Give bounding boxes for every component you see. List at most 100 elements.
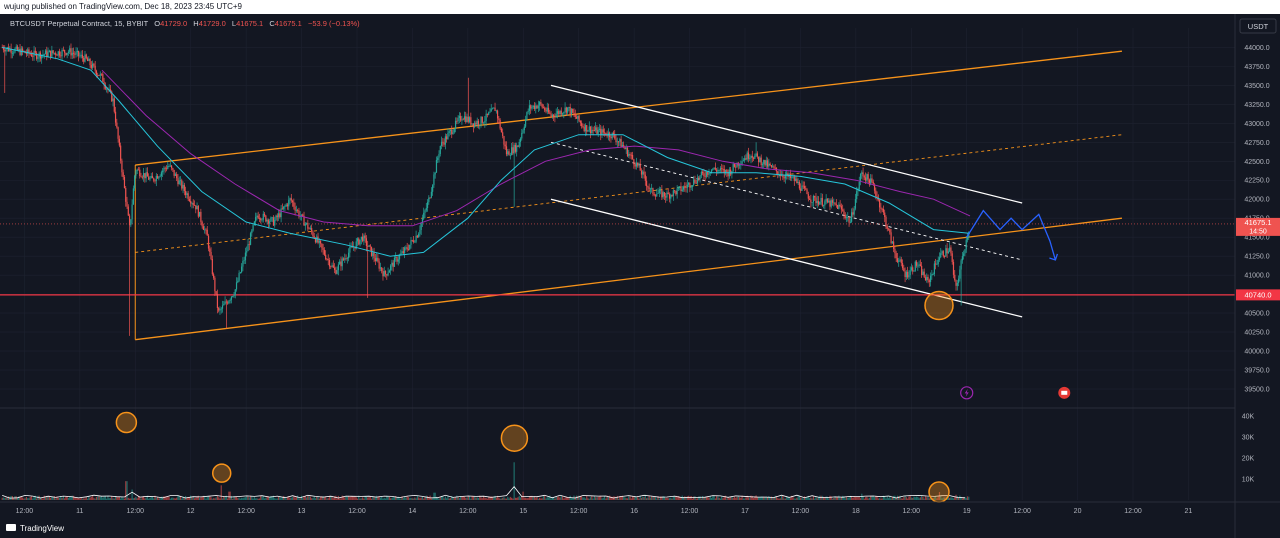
volume-bar — [704, 496, 706, 500]
candle-body — [708, 173, 710, 175]
volume-bar — [446, 498, 448, 500]
chart[interactable]: 44000.043750.043500.043250.043000.042750… — [0, 14, 1280, 538]
candle-body — [935, 263, 937, 265]
candle-body — [426, 202, 429, 208]
candle-body — [210, 251, 212, 259]
candle-body — [284, 206, 286, 207]
candle-body — [182, 184, 184, 189]
candle-body — [561, 113, 564, 115]
candle-body — [322, 247, 324, 250]
volume-bar — [760, 496, 762, 500]
candle-body — [270, 217, 272, 222]
tradingview-logo[interactable]: TradingView — [6, 524, 64, 533]
volume-bar — [541, 498, 543, 500]
candle-body — [146, 172, 148, 177]
candle-body — [172, 168, 174, 170]
volume-bar — [102, 497, 104, 500]
price-scale[interactable] — [1235, 14, 1280, 538]
event-icons[interactable] — [960, 386, 1071, 400]
candle-body — [761, 164, 764, 166]
candle-body — [651, 188, 653, 189]
candle-body — [522, 130, 524, 133]
candle-body — [196, 206, 198, 210]
candle-body — [569, 106, 571, 115]
volume-bar — [347, 495, 350, 500]
volume-bar — [840, 497, 843, 500]
volume-bar — [406, 496, 408, 500]
candle-body — [605, 132, 607, 136]
volume-bar — [755, 495, 757, 500]
volume-bar — [551, 497, 553, 500]
candle-body — [954, 274, 956, 281]
volume-bar — [316, 496, 318, 500]
candle-body — [285, 204, 287, 207]
candle-body — [494, 107, 496, 111]
volume-bar — [467, 495, 469, 500]
symbol-legend[interactable]: BTCUSDT Perpetual Contract, 15, BYBIT O4… — [10, 19, 360, 28]
candle-body — [211, 258, 213, 275]
candle-body — [493, 107, 495, 109]
candle-body — [521, 132, 523, 139]
candle-body — [623, 145, 625, 147]
volume-bar — [584, 498, 587, 500]
candle-body — [288, 199, 290, 207]
volume-bar — [752, 498, 755, 500]
volume-bar — [433, 492, 435, 500]
volume-pane[interactable] — [1, 462, 970, 500]
volume-bar — [535, 497, 537, 500]
candle-body — [392, 262, 394, 267]
candle-body — [376, 257, 378, 262]
candles[interactable] — [1, 43, 970, 336]
candle-body — [114, 111, 117, 123]
ma-teal-line[interactable] — [2, 46, 971, 257]
volume-bar — [260, 495, 262, 500]
forecast-path[interactable] — [966, 209, 1059, 261]
volume-bar — [652, 496, 654, 500]
candle-body — [828, 200, 830, 203]
volume-bar — [609, 495, 611, 500]
volume-ma-line — [2, 485, 965, 499]
volume-bar — [885, 498, 887, 500]
volume-bar — [192, 497, 194, 500]
volume-bar — [470, 498, 472, 500]
candle-body — [188, 199, 191, 201]
volume-bar — [106, 498, 108, 500]
candle-body — [374, 258, 376, 262]
volume-bar — [382, 498, 384, 500]
candle-body — [126, 201, 128, 207]
candle-body — [519, 138, 522, 142]
candle-body — [656, 193, 658, 197]
volume-bar — [901, 498, 904, 500]
volume-bar — [559, 497, 561, 500]
volume-bar — [545, 498, 547, 500]
candle-body — [595, 127, 597, 131]
currency-button[interactable]: USDT — [1239, 18, 1277, 34]
candle-body — [181, 180, 183, 189]
candle-body — [908, 275, 910, 278]
candle-body — [824, 201, 826, 206]
volume-bar — [220, 485, 222, 500]
white-channel[interactable] — [550, 84, 1023, 318]
time-axis[interactable]: 12:00 11 12:00 12 12:00 13 12:00 14 12:00 15 12:00… — [16, 508, 1193, 515]
candle-body — [945, 248, 947, 257]
candle-body — [913, 270, 915, 272]
candle-body — [308, 228, 310, 230]
volume-bar — [160, 496, 162, 500]
volume-bar — [79, 498, 81, 500]
volume-bar — [657, 496, 659, 500]
volume-bar — [614, 496, 616, 500]
volume-bar — [494, 495, 496, 500]
volume-bar — [253, 497, 255, 500]
volume-bar — [699, 496, 701, 500]
candle-body — [759, 157, 761, 162]
volume-bar — [913, 496, 915, 500]
ma-purple-line[interactable] — [101, 69, 971, 227]
volume-bar — [468, 496, 471, 500]
candle-body — [714, 167, 716, 170]
orange-channel[interactable] — [134, 50, 1123, 341]
volume-bar — [228, 491, 230, 500]
volume-bar — [722, 498, 724, 500]
candle-body — [447, 133, 449, 140]
volume-bar — [378, 496, 380, 500]
